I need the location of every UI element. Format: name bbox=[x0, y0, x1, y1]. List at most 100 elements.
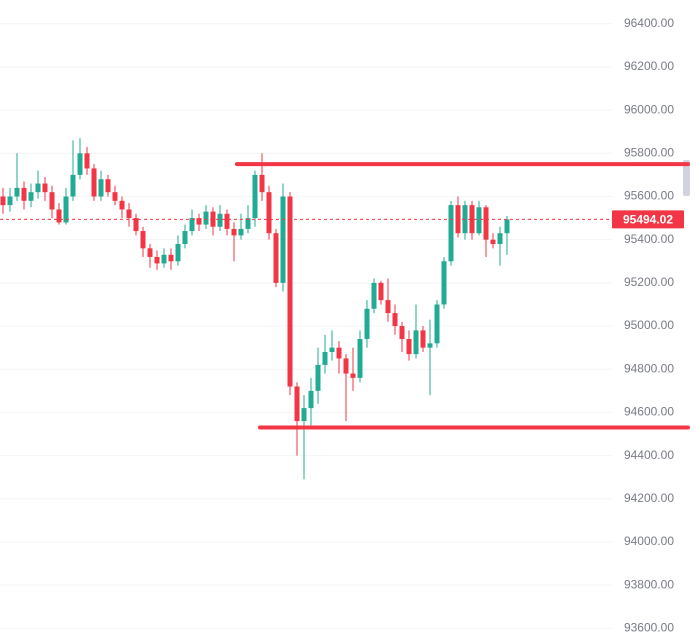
candle-body bbox=[322, 351, 328, 365]
candle bbox=[63, 187, 69, 225]
candle-body bbox=[154, 256, 160, 264]
candle bbox=[140, 226, 146, 257]
candle-body bbox=[42, 183, 48, 193]
y-tick-label: 94600.00 bbox=[624, 405, 674, 419]
candle-body bbox=[273, 233, 279, 283]
candle bbox=[448, 200, 454, 266]
candle bbox=[434, 300, 440, 348]
candle bbox=[119, 196, 125, 219]
candle-body bbox=[63, 196, 69, 223]
candle bbox=[56, 202, 62, 225]
candle bbox=[266, 185, 272, 240]
candle-body bbox=[189, 218, 195, 232]
candle bbox=[476, 200, 482, 236]
candle bbox=[70, 140, 76, 201]
candle bbox=[182, 224, 188, 249]
candle-body bbox=[420, 330, 426, 348]
candle-body bbox=[56, 209, 62, 223]
candle-body bbox=[35, 183, 41, 193]
candle-body bbox=[434, 304, 440, 344]
candle bbox=[420, 326, 426, 352]
candle bbox=[294, 382, 300, 456]
candle-body bbox=[91, 168, 97, 197]
candle-body bbox=[224, 213, 230, 229]
candle-body bbox=[203, 211, 209, 225]
candle bbox=[126, 202, 132, 227]
candle bbox=[77, 138, 83, 180]
candle bbox=[175, 235, 181, 266]
y-tick-label: 95400.00 bbox=[624, 232, 674, 246]
candle bbox=[35, 170, 41, 199]
candle-body bbox=[105, 179, 111, 193]
candle-body bbox=[357, 339, 363, 378]
candle bbox=[371, 278, 377, 314]
y-tick-label: 94200.00 bbox=[624, 491, 674, 505]
candle-body bbox=[364, 308, 370, 340]
y-tick-label: 93600.00 bbox=[624, 621, 674, 635]
candle-body bbox=[231, 228, 237, 236]
scroll-handle[interactable] bbox=[683, 160, 690, 196]
candle bbox=[280, 183, 286, 292]
candle-body bbox=[448, 205, 454, 262]
price-label-box bbox=[612, 210, 684, 229]
candle bbox=[189, 209, 195, 236]
candle bbox=[385, 278, 391, 322]
candle-body bbox=[343, 358, 349, 374]
candle bbox=[0, 187, 6, 214]
y-tick-label: 95800.00 bbox=[624, 145, 674, 159]
candle bbox=[154, 250, 160, 270]
candle-body bbox=[336, 347, 342, 359]
candle bbox=[350, 347, 356, 391]
candle-body bbox=[280, 196, 286, 283]
candle bbox=[161, 248, 167, 268]
y-tick-label: 96200.00 bbox=[624, 59, 674, 73]
candle bbox=[441, 256, 447, 309]
candle bbox=[392, 304, 398, 335]
candle-body bbox=[70, 174, 76, 197]
candle-body bbox=[378, 282, 384, 301]
candle bbox=[91, 164, 97, 201]
candle-body bbox=[476, 207, 482, 234]
candle bbox=[315, 347, 321, 404]
candle bbox=[308, 377, 314, 426]
candle bbox=[483, 205, 489, 257]
candle-body bbox=[84, 153, 90, 169]
candle-body bbox=[504, 219, 510, 234]
y-tick-label: 95000.00 bbox=[624, 318, 674, 332]
candle bbox=[98, 170, 104, 201]
candle-body bbox=[14, 187, 20, 197]
candle bbox=[210, 207, 216, 236]
candle-body bbox=[77, 153, 83, 175]
candle-body bbox=[126, 209, 132, 219]
candle-body bbox=[406, 339, 412, 355]
price-label: 95494.02 bbox=[623, 213, 673, 227]
candle-body bbox=[497, 233, 503, 245]
candle-body bbox=[49, 192, 55, 210]
candle-body bbox=[315, 364, 321, 391]
candle bbox=[343, 354, 349, 422]
candle bbox=[84, 146, 90, 175]
candle bbox=[357, 330, 363, 383]
candle-body bbox=[0, 196, 6, 206]
candle bbox=[196, 213, 202, 232]
candle bbox=[21, 181, 27, 210]
candle bbox=[399, 321, 405, 352]
candle-body bbox=[7, 196, 13, 206]
candle-body bbox=[140, 231, 146, 249]
y-tick-label: 94400.00 bbox=[624, 448, 674, 462]
candle bbox=[490, 233, 496, 249]
candle bbox=[49, 185, 55, 219]
candle bbox=[14, 153, 20, 201]
candle-body bbox=[98, 179, 104, 197]
candle-body bbox=[441, 261, 447, 305]
candle-body bbox=[329, 347, 335, 352]
candle bbox=[203, 205, 209, 229]
candle bbox=[497, 226, 503, 266]
candle-body bbox=[413, 330, 419, 355]
candle-body bbox=[196, 218, 202, 225]
candle-body bbox=[399, 326, 405, 340]
candle-body bbox=[112, 192, 118, 201]
candle bbox=[112, 185, 118, 206]
candle-body bbox=[119, 200, 125, 210]
